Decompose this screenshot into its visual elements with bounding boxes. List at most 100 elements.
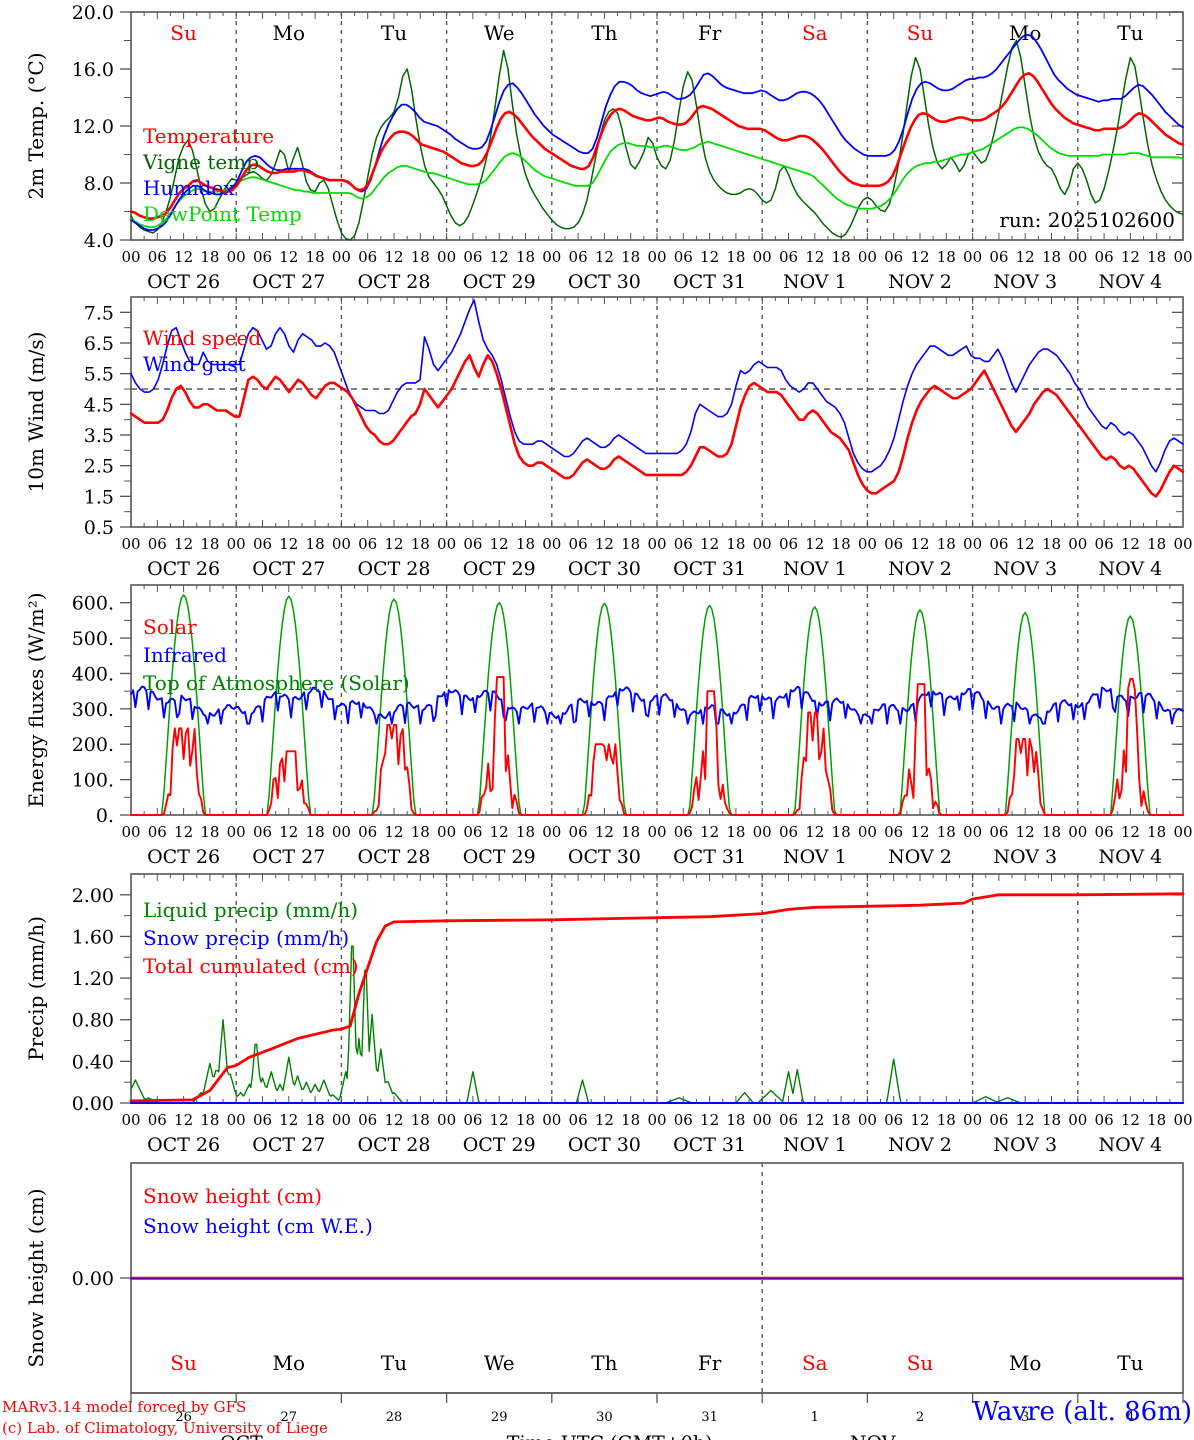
hour-tick-label: 00: [121, 248, 140, 266]
hour-tick-label: 06: [989, 248, 1008, 266]
xaxis-title: Time UTC (GMT+0h): [507, 1432, 713, 1440]
hour-tick-label: 00: [227, 1111, 246, 1129]
day-label: OCT 29: [463, 271, 536, 293]
hour-tick-label: 12: [595, 535, 614, 553]
day-label: OCT 30: [568, 846, 641, 868]
hour-tick-label: 06: [358, 1111, 377, 1129]
day-label: OCT 26: [147, 271, 220, 293]
day-of-week-label: Sa: [802, 21, 828, 45]
hour-tick-label: 00: [858, 248, 877, 266]
hour-tick-label: 06: [358, 823, 377, 841]
hour-tick-label: 18: [516, 823, 535, 841]
hour-tick-label: 12: [490, 248, 509, 266]
day-label: NOV 3: [993, 558, 1057, 580]
hour-tick-label: 00: [542, 248, 561, 266]
hour-tick-label: 00: [647, 823, 666, 841]
hour-tick-label: 06: [358, 248, 377, 266]
day-of-week-label: Mo: [273, 1351, 306, 1375]
day-of-week-label: Mo: [1009, 1351, 1042, 1375]
hour-tick-label: 12: [700, 823, 719, 841]
hour-tick-label: 18: [726, 248, 745, 266]
ytick-label: 7.5: [84, 302, 114, 324]
hour-tick-label: 00: [1173, 823, 1192, 841]
hour-tick-label: 00: [227, 823, 246, 841]
hour-tick-label: 06: [1095, 248, 1114, 266]
legend-item: Wind speed: [143, 326, 261, 350]
bottom-day-number: 28: [386, 1410, 403, 1425]
hour-tick-label: 06: [1095, 1111, 1114, 1129]
hour-tick-label: 00: [1173, 248, 1192, 266]
hour-tick-label: 00: [753, 535, 772, 553]
station-label: Wavre (alt. 86m): [972, 1397, 1192, 1427]
ytick-label: 12.0: [72, 116, 114, 138]
hour-tick-label: 18: [832, 823, 851, 841]
hour-tick-label: 18: [306, 248, 325, 266]
ytick-label: 500.: [72, 628, 114, 650]
hour-tick-label: 06: [989, 535, 1008, 553]
hour-tick-label: 18: [200, 535, 219, 553]
hour-tick-label: 00: [332, 823, 351, 841]
footer-model-line: MARv3.14 model forced by GFS: [2, 1398, 246, 1416]
day-of-week-label: We: [484, 1351, 515, 1375]
ytick-label: 0.5: [84, 517, 114, 539]
ytick-label: 1.5: [84, 486, 114, 508]
day-label: NOV 4: [1099, 1134, 1163, 1156]
hour-tick-label: 12: [1016, 823, 1035, 841]
hour-tick-label: 00: [647, 248, 666, 266]
legend-item: Top of Atmosphere (Solar): [143, 671, 410, 695]
hour-tick-label: 18: [200, 823, 219, 841]
hour-tick-label: 00: [1068, 248, 1087, 266]
hour-tick-label: 12: [1016, 535, 1035, 553]
legend-item: Solar: [143, 615, 197, 639]
day-label: NOV 4: [1099, 271, 1163, 293]
hour-tick-label: 12: [174, 535, 193, 553]
bottom-day-number: 31: [701, 1410, 718, 1425]
hour-tick-label: 06: [674, 1111, 693, 1129]
day-of-week-label: Su: [170, 21, 197, 45]
hour-tick-label: 18: [200, 1111, 219, 1129]
series-temperature: [129, 72, 1185, 220]
hour-tick-label: 06: [463, 248, 482, 266]
hour-tick-label: 12: [1121, 823, 1140, 841]
hour-tick-label: 06: [779, 1111, 798, 1129]
day-label: OCT 31: [673, 558, 746, 580]
day-label: OCT 27: [252, 558, 325, 580]
day-of-week-label: Tu: [381, 1351, 407, 1375]
day-label: OCT 29: [463, 558, 536, 580]
hour-tick-label: 12: [174, 1111, 193, 1129]
hour-tick-label: 06: [569, 1111, 588, 1129]
ytick-label: 3.5: [84, 425, 114, 447]
hour-tick-label: 06: [884, 1111, 903, 1129]
hour-tick-label: 06: [779, 823, 798, 841]
hour-tick-label: 00: [227, 535, 246, 553]
hour-tick-label: 00: [332, 248, 351, 266]
day-of-week-label: Tu: [1117, 21, 1143, 45]
ytick-label: 8.0: [84, 173, 114, 195]
day-of-week-label: Mo: [273, 21, 306, 45]
panel-energy-xlabels: 00 06 12 18 00 06 12 18 00 06 12 18 00 06 12 18 00 06 12 18…: [121, 823, 1192, 868]
footer-copyright-line: (c) Lab. of Climatology, University of L…: [2, 1419, 328, 1437]
hour-tick-label: 12: [384, 248, 403, 266]
hour-tick-label: 00: [1173, 1111, 1192, 1129]
hour-tick-label: 00: [753, 248, 772, 266]
hour-tick-label: 06: [779, 535, 798, 553]
hour-tick-label: 12: [700, 535, 719, 553]
hour-tick-label: 12: [805, 1111, 824, 1129]
hour-tick-label: 18: [516, 248, 535, 266]
bottom-day-number: 2: [916, 1410, 924, 1425]
hour-tick-label: 18: [516, 535, 535, 553]
hour-tick-label: 12: [384, 535, 403, 553]
hour-tick-label: 00: [647, 535, 666, 553]
y-axis-title: Energy fluxes (W/m²): [24, 592, 48, 807]
legend-item: Humidex: [143, 176, 235, 200]
bottom-month-oct: OCT: [220, 1432, 263, 1440]
panel-wind-frame: 0.5 1.5 2.5 3.5 4.5 5.5 6.5 7.5: [84, 296, 1184, 539]
hour-tick-label: 18: [1147, 1111, 1166, 1129]
day-label: NOV 2: [888, 1134, 952, 1156]
ytick-label: 0.40: [72, 1051, 114, 1073]
series-wind-speed: [129, 353, 1185, 498]
hour-tick-label: 06: [253, 1111, 272, 1129]
panel-energy-legend: Solar Infrared Top of Atmosphere (Solar): [143, 615, 410, 695]
